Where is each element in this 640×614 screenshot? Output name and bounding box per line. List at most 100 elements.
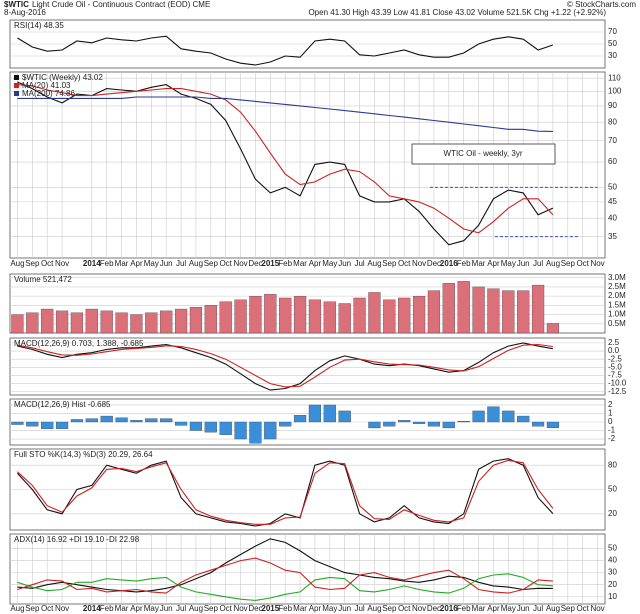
x-tick-label: Jun bbox=[517, 259, 530, 268]
y-tick-label: 80 bbox=[608, 460, 617, 469]
x-tick-label: Nov bbox=[590, 604, 604, 613]
panel bbox=[9, 71, 606, 259]
bar bbox=[145, 312, 158, 334]
series-line bbox=[17, 557, 553, 594]
x-tick-label: Mar bbox=[115, 604, 129, 613]
bar bbox=[70, 419, 84, 423]
bar bbox=[398, 420, 411, 423]
x-tick-label: Apr bbox=[487, 604, 500, 613]
x-tick-label: Oct bbox=[41, 604, 54, 613]
bar bbox=[115, 312, 128, 334]
bar bbox=[517, 415, 530, 423]
x-tick-label: Feb bbox=[100, 259, 114, 268]
bar bbox=[487, 288, 500, 334]
x-tick-label: Aug bbox=[367, 259, 381, 268]
bar bbox=[427, 421, 441, 427]
bar bbox=[189, 421, 203, 431]
bar bbox=[546, 323, 560, 334]
x-tick-label: Dec bbox=[427, 259, 441, 268]
x-tick-label: Mar bbox=[293, 604, 307, 613]
y-tick-label: 1.0M bbox=[608, 310, 626, 319]
y-tick-label: 70 bbox=[608, 27, 617, 36]
panel-label: Full STO %K(14,3) %D(3) 20.29, 26.64 bbox=[14, 450, 153, 459]
x-tick-label: May bbox=[322, 259, 337, 268]
bar bbox=[502, 290, 515, 334]
x-tick-label: Sep bbox=[204, 604, 219, 613]
bar bbox=[308, 404, 322, 423]
bar bbox=[130, 420, 143, 423]
y-tick-label: 90 bbox=[608, 101, 617, 110]
x-tick-label: Jul bbox=[176, 259, 186, 268]
x-tick-label: Mar bbox=[115, 259, 129, 268]
bar bbox=[279, 297, 292, 334]
bar bbox=[160, 418, 173, 423]
bar bbox=[472, 286, 485, 334]
y-tick-label: 0 bbox=[608, 417, 613, 426]
credit: © StockCharts.com bbox=[567, 0, 636, 9]
y-tick-label: -10.0 bbox=[608, 379, 627, 388]
bar bbox=[338, 410, 351, 423]
bar bbox=[472, 410, 485, 423]
x-tick-label: Jul bbox=[354, 259, 364, 268]
bar bbox=[41, 308, 54, 334]
bar bbox=[234, 421, 247, 440]
y-tick-label: 2 bbox=[608, 400, 613, 409]
y-tick-label: 50 bbox=[608, 182, 617, 191]
series-line bbox=[17, 459, 554, 525]
y-tick-label: -1 bbox=[608, 426, 616, 435]
y-tick-label: 40 bbox=[608, 213, 617, 222]
x-tick-label: Apr bbox=[309, 259, 322, 268]
y-tick-label: -5.0 bbox=[608, 362, 622, 371]
bar bbox=[487, 406, 500, 423]
bar bbox=[70, 312, 84, 334]
y-tick-label: 2.5M bbox=[608, 282, 626, 291]
bar bbox=[383, 299, 396, 334]
series-line bbox=[17, 81, 554, 246]
bar bbox=[383, 421, 396, 427]
x-tick-label: Sep bbox=[25, 604, 40, 613]
bar bbox=[115, 417, 128, 423]
panel-label: RSI(14) 48.35 bbox=[14, 21, 64, 30]
x-tick-label: Jun bbox=[517, 604, 530, 613]
bar bbox=[100, 310, 113, 334]
y-tick-label: 3.0M bbox=[608, 273, 626, 282]
bar bbox=[85, 308, 98, 334]
annotation: WTIC Oil - weekly, 3yr bbox=[444, 149, 523, 158]
x-tick-label: 2014 bbox=[83, 259, 101, 268]
legend-label: $WTIC (Weekly) 43.02 bbox=[22, 73, 103, 82]
legend-swatch bbox=[14, 83, 19, 88]
series-line bbox=[17, 538, 553, 593]
x-tick-label: Oct bbox=[41, 259, 54, 268]
x-tick-label: Apr bbox=[309, 604, 322, 613]
x-tick-label: Nov bbox=[590, 259, 604, 268]
bar bbox=[100, 415, 113, 423]
x-tick-label: Nov bbox=[55, 604, 69, 613]
y-tick-label: 80 bbox=[608, 117, 617, 126]
bar bbox=[323, 301, 336, 334]
bar bbox=[249, 421, 262, 444]
panel bbox=[9, 533, 606, 605]
bar bbox=[26, 421, 39, 427]
x-tick-label: 2015 bbox=[261, 259, 279, 268]
x-tick-label: May bbox=[501, 259, 516, 268]
bar bbox=[204, 305, 217, 334]
y-tick-label: 35 bbox=[608, 232, 617, 241]
x-tick-label: Dec bbox=[248, 604, 262, 613]
x-tick-label: Feb bbox=[278, 604, 292, 613]
y-tick-label: -2 bbox=[608, 434, 616, 443]
bar bbox=[130, 314, 143, 334]
panel-label: ADX(14) 16.92 +DI 19.10 -DI 22.98 bbox=[14, 535, 140, 544]
x-tick-label: Dec bbox=[427, 604, 441, 613]
y-tick-label: 2.0M bbox=[608, 291, 626, 300]
x-tick-label: Feb bbox=[278, 259, 292, 268]
y-tick-label: 0.5M bbox=[608, 319, 626, 328]
bar bbox=[264, 294, 277, 334]
x-tick-label: Nov bbox=[412, 604, 426, 613]
y-tick-label: -7.5 bbox=[608, 371, 622, 380]
x-tick-label: Jun bbox=[338, 604, 351, 613]
x-tick-label: Jul bbox=[176, 604, 186, 613]
bar bbox=[531, 421, 545, 427]
panel bbox=[9, 273, 606, 334]
x-tick-label: Nov bbox=[55, 259, 69, 268]
x-tick-label: Jun bbox=[160, 604, 173, 613]
